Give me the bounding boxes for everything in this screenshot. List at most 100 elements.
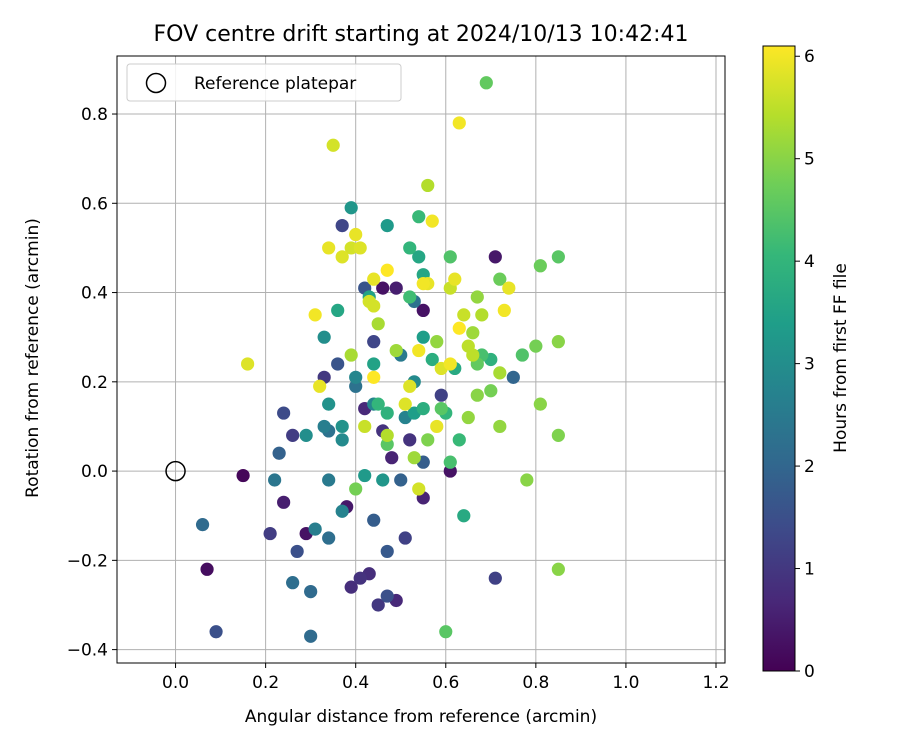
colorbar-tick-label-1: 1 (804, 560, 815, 580)
data-point-43 (286, 576, 300, 590)
data-point-111 (430, 335, 444, 349)
x-tick-label-3: 0.6 (432, 673, 459, 693)
data-point-85 (403, 290, 417, 304)
data-point-57 (335, 433, 349, 447)
data-point-137 (349, 227, 363, 242)
y-axis-label: Rotation from reference (arcmin) (23, 218, 43, 498)
data-point-20 (371, 598, 385, 612)
data-point-107 (520, 473, 534, 487)
colorbar-gradient (762, 45, 796, 672)
y-tick-label-6: 0.8 (81, 105, 108, 125)
data-point-118 (475, 308, 489, 322)
data-point-91 (551, 250, 565, 264)
data-point-101 (421, 433, 435, 447)
data-point-82 (403, 241, 417, 255)
data-point-3 (376, 281, 390, 295)
data-point-74 (457, 509, 471, 523)
data-point-149 (497, 303, 511, 318)
legend-box (126, 63, 402, 102)
y-tick-label-0: −0.4 (67, 641, 108, 661)
data-points (165, 76, 565, 643)
colorbar: 0 1 2 3 4 5 6 Hours from first FF file (762, 45, 851, 682)
data-point-6 (488, 250, 502, 264)
data-point-117 (344, 348, 358, 362)
data-point-9 (277, 495, 291, 509)
data-point-49 (322, 473, 336, 487)
data-point-16 (353, 571, 367, 585)
data-point-110 (461, 410, 475, 425)
data-point-61 (322, 397, 336, 411)
data-point-27 (335, 219, 349, 233)
data-point-132 (403, 379, 417, 393)
data-point-36 (367, 513, 381, 527)
data-point-98 (484, 384, 498, 398)
data-point-62 (335, 419, 349, 434)
legend: Reference platepar (126, 63, 402, 102)
y-tick-label-4: 0.4 (81, 284, 108, 304)
data-point-77 (416, 401, 430, 416)
data-point-112 (407, 451, 421, 465)
data-point-42 (304, 584, 318, 599)
y-tick-label-2: 0.0 (81, 462, 108, 482)
data-point-83 (412, 210, 426, 224)
data-point-114 (389, 343, 403, 358)
data-point-105 (470, 388, 484, 402)
data-point-109 (470, 290, 484, 304)
data-point-32 (331, 357, 345, 371)
data-point-122 (461, 339, 475, 353)
data-point-146 (452, 116, 466, 130)
data-point-69 (367, 357, 381, 371)
data-point-65 (358, 468, 372, 483)
x-tick-label-0: 0.0 (162, 673, 189, 693)
data-point-44 (322, 531, 336, 545)
data-point-144 (430, 419, 444, 434)
data-point-17 (403, 433, 417, 447)
data-point-104 (551, 562, 565, 576)
x-tick-label-5: 1.0 (612, 673, 639, 693)
data-point-151 (416, 277, 430, 291)
data-point-52 (317, 419, 331, 434)
data-point-68 (416, 330, 430, 344)
data-point-120 (380, 428, 394, 442)
x-tick-label-1: 0.2 (252, 673, 279, 693)
colorbar-tick-label-6: 6 (804, 47, 815, 67)
colorbar-tick-label-2: 2 (804, 457, 815, 477)
data-point-0 (236, 468, 250, 483)
y-tick-label-5: 0.6 (81, 194, 108, 214)
data-point-37 (272, 446, 286, 460)
data-point-76 (425, 352, 439, 367)
data-point-115 (371, 317, 385, 331)
data-point-41 (304, 629, 318, 643)
data-point-143 (502, 281, 516, 295)
colorbar-ticks: 0 1 2 3 4 5 6 (795, 47, 815, 682)
data-point-15 (344, 580, 358, 594)
data-point-116 (493, 366, 507, 380)
data-point-139 (322, 241, 336, 255)
colorbar-tick-label-5: 5 (804, 150, 815, 170)
data-point-55 (349, 370, 363, 384)
y-tick-label-1: −0.2 (67, 551, 108, 571)
data-point-71 (412, 250, 426, 264)
data-point-126 (326, 138, 340, 152)
data-point-66 (380, 219, 394, 233)
data-point-106 (533, 397, 547, 411)
data-point-131 (241, 357, 255, 371)
data-point-88 (515, 348, 529, 362)
colorbar-tick-label-0: 0 (804, 662, 815, 682)
data-point-90 (439, 625, 453, 639)
data-point-10 (385, 451, 399, 465)
data-point-8 (389, 281, 403, 295)
chart-title: FOV centre drift starting at 2024/10/13 … (154, 22, 689, 47)
data-point-138 (313, 379, 327, 393)
legend-marker-reference (145, 72, 167, 94)
data-point-135 (353, 241, 367, 255)
data-point-134 (398, 397, 412, 411)
data-point-141 (448, 272, 462, 286)
data-point-150 (412, 343, 426, 358)
data-point-148 (308, 308, 322, 322)
data-point-78 (380, 406, 394, 420)
data-point-1 (200, 562, 214, 576)
data-point-124 (358, 419, 372, 434)
data-point-145 (443, 357, 457, 371)
